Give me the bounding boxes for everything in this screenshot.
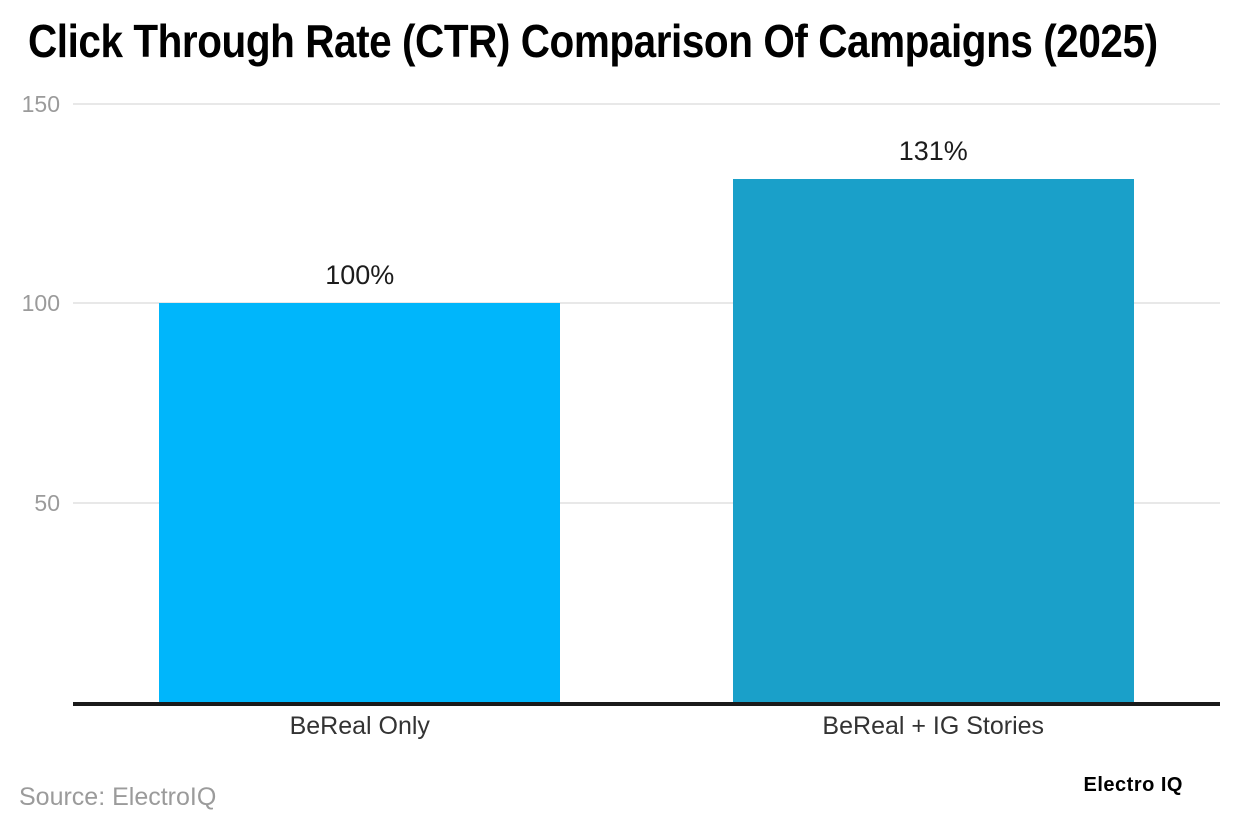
x-axis-category-label: BeReal + IG Stories (822, 712, 1045, 740)
bar-bereal-ig-stories (732, 179, 1134, 702)
brand-logo: Electro IQ (1083, 774, 1183, 796)
y-tick-label: 150 (21, 90, 60, 117)
x-axis-line (73, 702, 1220, 706)
bar-value-label: 100% (325, 260, 395, 290)
chart-title: Click Through Rate (CTR) Comparison Of C… (28, 15, 1158, 67)
y-gridline (73, 102, 1220, 105)
x-axis-category-label: BeReal Only (289, 712, 430, 740)
bar-value-label: 131% (898, 136, 968, 167)
source-note: Source: ElectroIQ (19, 783, 217, 811)
y-tick-label: 50 (34, 489, 60, 516)
y-gridline (73, 302, 1220, 304)
y-tick-label: 100 (21, 290, 60, 316)
y-gridline (73, 501, 1220, 504)
bar-bereal-only (159, 303, 561, 702)
